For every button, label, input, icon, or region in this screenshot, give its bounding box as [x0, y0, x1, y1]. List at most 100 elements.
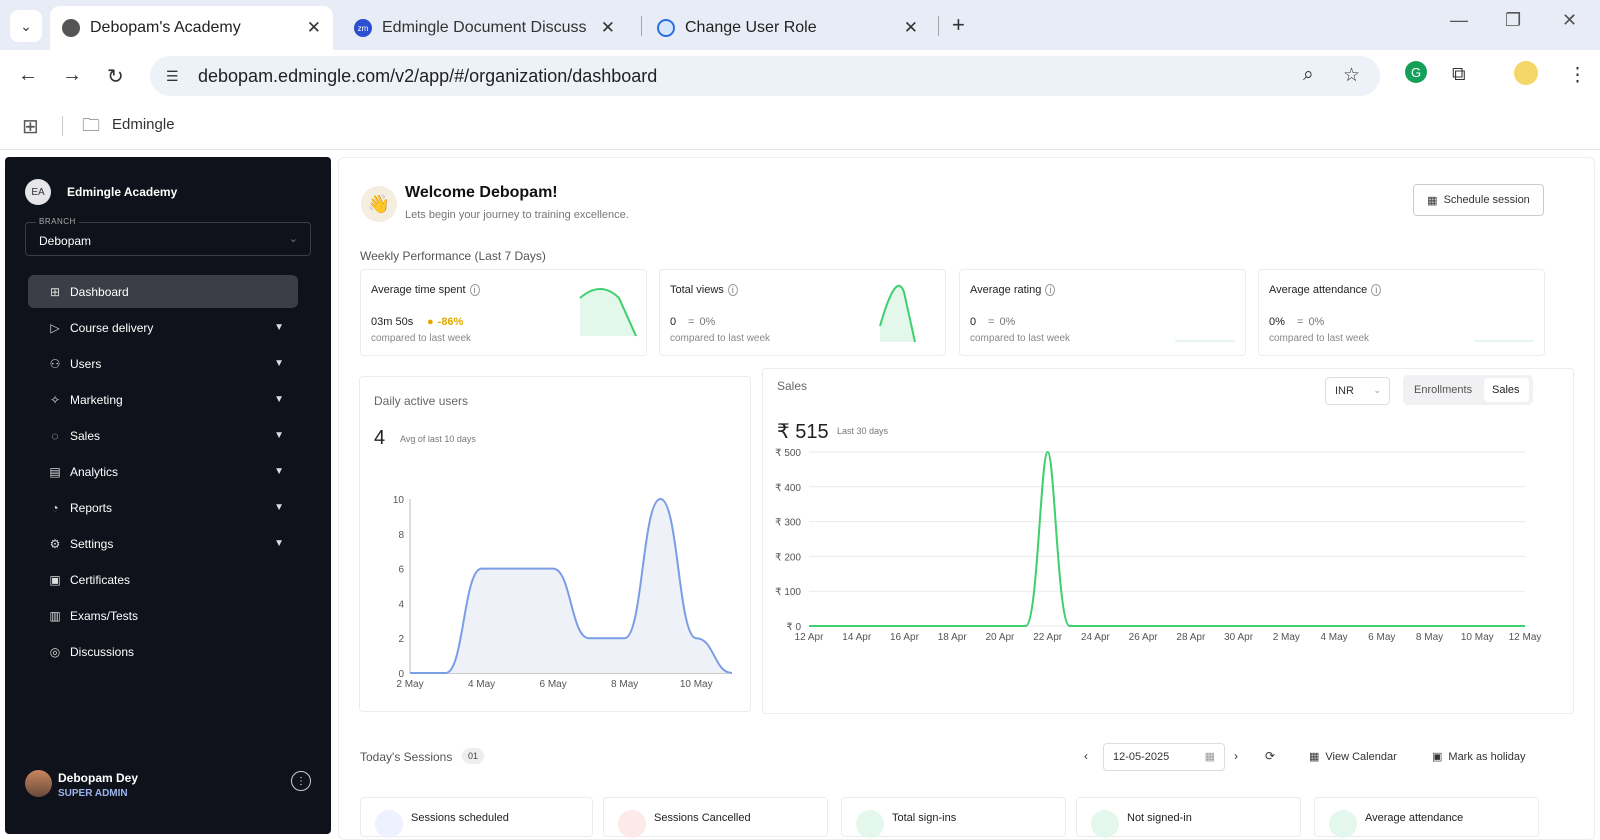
branch-caption: BRANCH [36, 217, 79, 226]
address-bar-row: ← → ↻ ☰ debopam.edmingle.com/v2/app/#/or… [0, 50, 1600, 102]
dau-series-line [410, 497, 733, 674]
branch-value: Debopam [39, 234, 92, 248]
browser-tab-3[interactable]: Change User Role ✕ [645, 6, 930, 50]
chevron-down-icon: ▼ [274, 538, 284, 549]
sidebar-item-analytics[interactable]: ▤ Analytics ▼ [28, 455, 298, 488]
sidebar-item-course-delivery[interactable]: ▷ Course delivery ▼ [28, 311, 298, 344]
branch-select[interactable]: BRANCH Debopam ⌄ [25, 217, 311, 256]
x-tick-label: 24 Apr [1081, 632, 1111, 643]
x-tick-label: 4 May [1320, 632, 1347, 643]
tab-search-button[interactable]: ⌄ [10, 10, 42, 42]
window-close-icon[interactable]: ✕ [1562, 10, 1578, 30]
dau-area [410, 499, 732, 673]
zoom-magnifier-icon[interactable]: ⌕ [1303, 64, 1314, 85]
user-profile[interactable]: Debopam Dey SUPER ADMIN ⋮ [25, 769, 311, 809]
refresh-icon[interactable]: ⟳ [1265, 749, 1276, 763]
signin-icon [856, 810, 884, 838]
calendar-icon: ▦ [1204, 751, 1215, 763]
x-tick-label: 22 Apr [1033, 632, 1063, 643]
sidebar-item-discussions[interactable]: ◎ Discussions [28, 635, 298, 668]
restore-icon[interactable]: ❐ [1505, 10, 1522, 30]
omnibox[interactable]: ☰ debopam.edmingle.com/v2/app/#/organiza… [150, 56, 1380, 96]
sidebar-item-certificates[interactable]: ▣ Certificates [28, 563, 298, 596]
holiday-calendar-icon: ▣ [1432, 751, 1443, 763]
browser-tab-2[interactable]: zm Edmingle Document Discussion ✕ [342, 6, 627, 50]
menu-dots-icon[interactable]: ⋮ [1568, 65, 1587, 86]
calendar-icon: ▦ [1309, 751, 1320, 763]
sales-panel: Sales INR ⌄ Enrollments Sales ₹ 515 Last … [762, 368, 1574, 714]
metric-title: Average attendance i [1269, 284, 1382, 296]
sidebar-item-settings[interactable]: ⚙ Settings ▼ [28, 527, 298, 560]
url-text[interactable]: debopam.edmingle.com/v2/app/#/organizati… [198, 65, 658, 86]
new-tab-icon[interactable]: + [952, 12, 965, 37]
metric-sparkline [579, 288, 637, 337]
metric-value: 0 [970, 316, 977, 328]
y-tick-label: 4 [398, 599, 404, 610]
profile-avatar-icon[interactable] [1514, 61, 1538, 85]
x-tick-label: 2 May [396, 679, 423, 690]
y-tick-label: ₹ 0 [786, 622, 801, 633]
next-day-icon[interactable]: › [1234, 749, 1238, 763]
back-icon[interactable]: ← [18, 64, 38, 86]
toggle-enrollments[interactable]: Enrollments [1414, 384, 1473, 396]
sidebar-item-reports[interactable]: ◔ Reports ▼ [28, 491, 298, 524]
org-header: EA Edmingle Academy [25, 179, 177, 205]
x-tick-label: 2 May [1273, 632, 1300, 643]
avatar [25, 770, 52, 797]
y-tick-label: ₹ 500 [775, 448, 801, 459]
sidebar-item-sales[interactable]: ◌ Sales ▼ [28, 419, 298, 452]
sidebar-item-label: Certificates [70, 572, 131, 587]
trend-indicator-icon: ● [427, 316, 434, 328]
x-tick-label: 12 May [1509, 632, 1542, 643]
bookmark-edmingle[interactable]: Edmingle [112, 116, 175, 133]
mark-holiday-button[interactable]: ▣ Mark as holiday [1432, 751, 1526, 763]
toggle-sales[interactable]: Sales [1484, 378, 1529, 402]
info-icon[interactable]: i [1045, 284, 1056, 296]
chat-icon: ◎ [49, 644, 61, 659]
extensions-icon[interactable]: ⧉ [1452, 64, 1466, 85]
prev-day-icon[interactable]: ‹ [1084, 749, 1088, 763]
y-tick-label: ₹ 400 [775, 483, 801, 494]
info-icon[interactable]: i [727, 284, 738, 296]
close-icon[interactable]: ✕ [600, 18, 615, 37]
apps-grid-icon[interactable]: ⊞ [22, 116, 39, 138]
sidebar-item-label: Dashboard [70, 284, 129, 299]
site-settings-icon[interactable]: ☰ [166, 67, 179, 84]
close-icon[interactable]: ✕ [306, 18, 321, 37]
folder-icon[interactable]: 🗀 [82, 115, 100, 135]
tag-icon: ◌ [51, 428, 59, 443]
metric-card-average-attendance: Average attendance i 0% = 0% compared to l… [1258, 269, 1545, 356]
x-tick-label: 10 May [1461, 632, 1494, 643]
view-calendar-button[interactable]: ▦ View Calendar [1309, 751, 1397, 763]
info-icon[interactable]: i [1371, 284, 1382, 296]
schedule-session-label: Schedule session [1443, 194, 1530, 206]
more-options-icon[interactable]: ⋮ [291, 771, 311, 791]
sidebar-item-label: Exams/Tests [70, 608, 139, 623]
sidebar-item-marketing[interactable]: ✧ Marketing ▼ [28, 383, 298, 416]
metric-change: ● -86% [427, 316, 464, 328]
tab-title: Change User Role [685, 19, 817, 36]
metric-change: = 0% [1297, 316, 1325, 328]
sparkle-icon: ✧ [49, 392, 61, 407]
browser-tab-1[interactable]: Debopam's Academy ✕ [50, 6, 333, 50]
minimize-icon[interactable]: — [1450, 10, 1468, 30]
reload-icon[interactable]: ↻ [107, 66, 124, 88]
chevron-down-icon: ▼ [274, 430, 284, 441]
date-picker[interactable]: 12-05-2025 ▦ [1103, 743, 1225, 771]
info-icon[interactable]: i [469, 284, 480, 296]
star-icon[interactable]: ☆ [1343, 65, 1361, 86]
sidebar-item-exams[interactable]: ▥ Exams/Tests [28, 599, 298, 632]
main-content: 👋 Welcome Debopam! Lets begin your journ… [338, 157, 1595, 840]
schedule-session-button[interactable]: ▦ Schedule session [1413, 184, 1544, 216]
metric-title: Average time spent i [371, 284, 480, 296]
tab-title: Edmingle Document Discussion [382, 19, 587, 36]
session-card-not-signed: Not signed-in [1076, 797, 1301, 838]
sidebar-item-users[interactable]: ⚇ Users ▼ [28, 347, 298, 380]
grammarly-icon[interactable]: G [1405, 61, 1427, 83]
currency-select[interactable]: INR ⌄ [1325, 377, 1390, 405]
close-icon[interactable]: ✕ [903, 18, 918, 37]
metric-card-average-rating: Average rating i 0 = 0% compared to last w… [959, 269, 1246, 356]
forward-icon[interactable]: → [62, 64, 82, 86]
sidebar-item-dashboard[interactable]: ⊞ Dashboard [28, 275, 298, 308]
tab-separator [938, 16, 939, 36]
